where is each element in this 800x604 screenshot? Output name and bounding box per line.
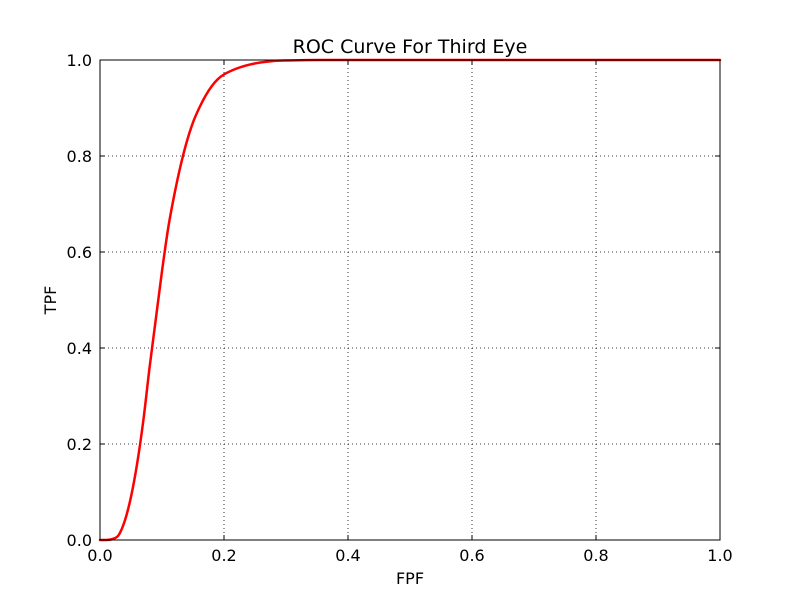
y-tick-label: 0.0 bbox=[67, 531, 92, 550]
y-tick-label: 0.4 bbox=[67, 339, 92, 358]
x-axis-label: FPF bbox=[396, 569, 424, 588]
roc-curve-line bbox=[98, 58, 722, 542]
y-tick-label: 1.0 bbox=[67, 51, 92, 70]
chart-title: ROC Curve For Third Eye bbox=[293, 36, 528, 58]
x-tick-label: 0.0 bbox=[87, 546, 112, 565]
axis-ticks: 0.0 0.2 0.4 0.6 0.8 1.0 0.0 0.2 0.4 0.6 0.8 1.0 bbox=[67, 51, 733, 565]
grid-lines bbox=[100, 60, 720, 540]
x-tick-label: 0.6 bbox=[459, 546, 484, 565]
x-tick-label: 1.0 bbox=[707, 546, 732, 565]
y-tick-label: 0.6 bbox=[67, 243, 92, 262]
y-tick-label: 0.2 bbox=[67, 435, 92, 454]
x-tick-label: 0.4 bbox=[335, 546, 360, 565]
x-tick-label: 0.8 bbox=[583, 546, 608, 565]
y-tick-label: 0.8 bbox=[67, 147, 92, 166]
plot-frame bbox=[99, 59, 721, 541]
y-axis-label: TPF bbox=[41, 286, 60, 316]
x-tick-label: 0.2 bbox=[211, 546, 236, 565]
plot-series bbox=[98, 58, 722, 542]
